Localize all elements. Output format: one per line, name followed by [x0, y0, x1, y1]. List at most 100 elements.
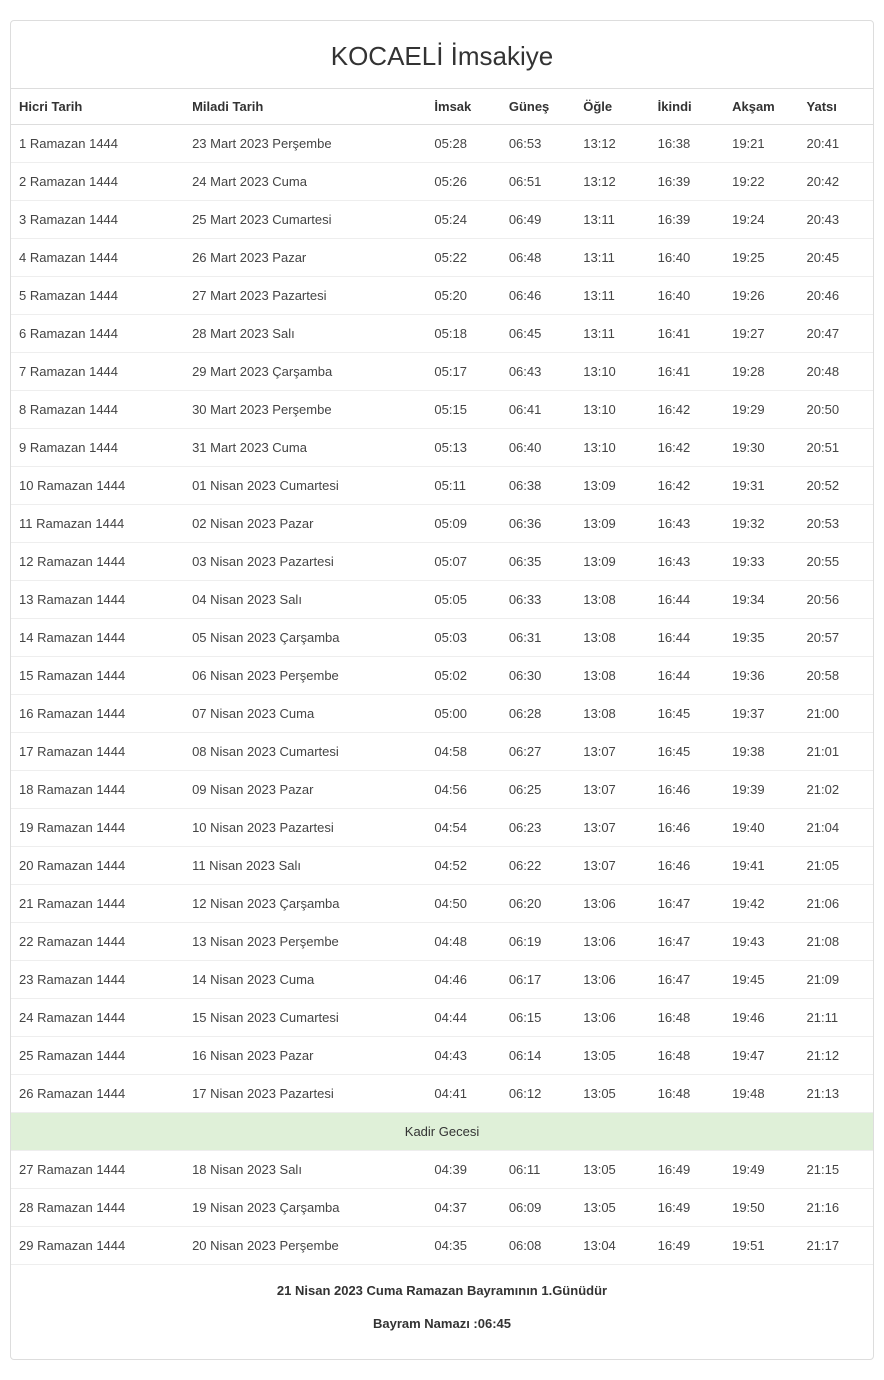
- cell-gunes: 06:25: [501, 771, 575, 809]
- cell-hicri: 28 Ramazan 1444: [11, 1189, 184, 1227]
- table-row: 7 Ramazan 144429 Mart 2023 Çarşamba05:17…: [11, 353, 873, 391]
- table-row: 17 Ramazan 144408 Nisan 2023 Cumartesi04…: [11, 733, 873, 771]
- cell-hicri: 2 Ramazan 1444: [11, 163, 184, 201]
- cell-hicri: 13 Ramazan 1444: [11, 581, 184, 619]
- table-row: 15 Ramazan 144406 Nisan 2023 Perşembe05:…: [11, 657, 873, 695]
- cell-yatsi: 21:13: [799, 1075, 873, 1113]
- cell-aksam: 19:48: [724, 1075, 798, 1113]
- cell-imsak: 05:05: [426, 581, 500, 619]
- table-row: 16 Ramazan 144407 Nisan 2023 Cuma05:0006…: [11, 695, 873, 733]
- cell-aksam: 19:33: [724, 543, 798, 581]
- cell-ikindi: 16:42: [650, 467, 724, 505]
- cell-gunes: 06:20: [501, 885, 575, 923]
- cell-imsak: 05:22: [426, 239, 500, 277]
- cell-hicri: 1 Ramazan 1444: [11, 125, 184, 163]
- cell-miladi: 30 Mart 2023 Perşembe: [184, 391, 426, 429]
- cell-hicri: 24 Ramazan 1444: [11, 999, 184, 1037]
- cell-gunes: 06:19: [501, 923, 575, 961]
- cell-miladi: 03 Nisan 2023 Pazartesi: [184, 543, 426, 581]
- cell-gunes: 06:46: [501, 277, 575, 315]
- cell-ogle: 13:05: [575, 1189, 649, 1227]
- cell-yatsi: 20:53: [799, 505, 873, 543]
- cell-ogle: 13:11: [575, 239, 649, 277]
- cell-miladi: 06 Nisan 2023 Perşembe: [184, 657, 426, 695]
- cell-imsak: 05:28: [426, 125, 500, 163]
- cell-yatsi: 21:15: [799, 1151, 873, 1189]
- cell-ogle: 13:10: [575, 353, 649, 391]
- cell-hicri: 18 Ramazan 1444: [11, 771, 184, 809]
- cell-gunes: 06:09: [501, 1189, 575, 1227]
- cell-gunes: 06:12: [501, 1075, 575, 1113]
- cell-miladi: 10 Nisan 2023 Pazartesi: [184, 809, 426, 847]
- cell-aksam: 19:32: [724, 505, 798, 543]
- cell-imsak: 05:13: [426, 429, 500, 467]
- cell-hicri: 25 Ramazan 1444: [11, 1037, 184, 1075]
- cell-miladi: 25 Mart 2023 Cumartesi: [184, 201, 426, 239]
- cell-gunes: 06:33: [501, 581, 575, 619]
- table-row: 21 Ramazan 144412 Nisan 2023 Çarşamba04:…: [11, 885, 873, 923]
- cell-yatsi: 20:55: [799, 543, 873, 581]
- cell-ikindi: 16:42: [650, 429, 724, 467]
- cell-hicri: 26 Ramazan 1444: [11, 1075, 184, 1113]
- cell-imsak: 04:41: [426, 1075, 500, 1113]
- cell-ikindi: 16:48: [650, 1037, 724, 1075]
- cell-aksam: 19:21: [724, 125, 798, 163]
- cell-hicri: 8 Ramazan 1444: [11, 391, 184, 429]
- cell-ogle: 13:11: [575, 315, 649, 353]
- cell-imsak: 05:11: [426, 467, 500, 505]
- cell-ikindi: 16:46: [650, 771, 724, 809]
- cell-aksam: 19:45: [724, 961, 798, 999]
- cell-yatsi: 20:57: [799, 619, 873, 657]
- col-gunes: Güneş: [501, 89, 575, 125]
- table-row: 18 Ramazan 144409 Nisan 2023 Pazar04:560…: [11, 771, 873, 809]
- cell-miladi: 18 Nisan 2023 Salı: [184, 1151, 426, 1189]
- cell-imsak: 04:43: [426, 1037, 500, 1075]
- cell-hicri: 3 Ramazan 1444: [11, 201, 184, 239]
- cell-ogle: 13:07: [575, 809, 649, 847]
- cell-imsak: 05:07: [426, 543, 500, 581]
- cell-gunes: 06:17: [501, 961, 575, 999]
- cell-ikindi: 16:46: [650, 809, 724, 847]
- cell-ikindi: 16:49: [650, 1189, 724, 1227]
- cell-ogle: 13:06: [575, 961, 649, 999]
- cell-aksam: 19:28: [724, 353, 798, 391]
- table-row: 5 Ramazan 144427 Mart 2023 Pazartesi05:2…: [11, 277, 873, 315]
- cell-gunes: 06:15: [501, 999, 575, 1037]
- cell-yatsi: 21:16: [799, 1189, 873, 1227]
- cell-ogle: 13:05: [575, 1151, 649, 1189]
- cell-aksam: 19:50: [724, 1189, 798, 1227]
- cell-gunes: 06:35: [501, 543, 575, 581]
- cell-yatsi: 21:01: [799, 733, 873, 771]
- cell-gunes: 06:31: [501, 619, 575, 657]
- cell-gunes: 06:41: [501, 391, 575, 429]
- cell-miladi: 08 Nisan 2023 Cumartesi: [184, 733, 426, 771]
- cell-ogle: 13:12: [575, 125, 649, 163]
- cell-imsak: 04:50: [426, 885, 500, 923]
- cell-gunes: 06:38: [501, 467, 575, 505]
- cell-aksam: 19:49: [724, 1151, 798, 1189]
- table-row: 19 Ramazan 144410 Nisan 2023 Pazartesi04…: [11, 809, 873, 847]
- cell-yatsi: 20:58: [799, 657, 873, 695]
- cell-imsak: 04:44: [426, 999, 500, 1037]
- cell-miladi: 24 Mart 2023 Cuma: [184, 163, 426, 201]
- cell-ogle: 13:06: [575, 999, 649, 1037]
- cell-ikindi: 16:41: [650, 353, 724, 391]
- table-row: 25 Ramazan 144416 Nisan 2023 Pazar04:430…: [11, 1037, 873, 1075]
- footer-line1: 21 Nisan 2023 Cuma Ramazan Bayramının 1.…: [11, 1283, 873, 1298]
- cell-aksam: 19:40: [724, 809, 798, 847]
- table-row: 11 Ramazan 144402 Nisan 2023 Pazar05:090…: [11, 505, 873, 543]
- cell-gunes: 06:28: [501, 695, 575, 733]
- cell-miladi: 11 Nisan 2023 Salı: [184, 847, 426, 885]
- cell-imsak: 05:24: [426, 201, 500, 239]
- cell-gunes: 06:36: [501, 505, 575, 543]
- cell-aksam: 19:43: [724, 923, 798, 961]
- cell-aksam: 19:37: [724, 695, 798, 733]
- cell-hicri: 5 Ramazan 1444: [11, 277, 184, 315]
- cell-gunes: 06:23: [501, 809, 575, 847]
- cell-ikindi: 16:47: [650, 885, 724, 923]
- cell-ogle: 13:05: [575, 1037, 649, 1075]
- cell-ogle: 13:08: [575, 695, 649, 733]
- cell-hicri: 4 Ramazan 1444: [11, 239, 184, 277]
- cell-hicri: 27 Ramazan 1444: [11, 1151, 184, 1189]
- table-row: 26 Ramazan 144417 Nisan 2023 Pazartesi04…: [11, 1075, 873, 1113]
